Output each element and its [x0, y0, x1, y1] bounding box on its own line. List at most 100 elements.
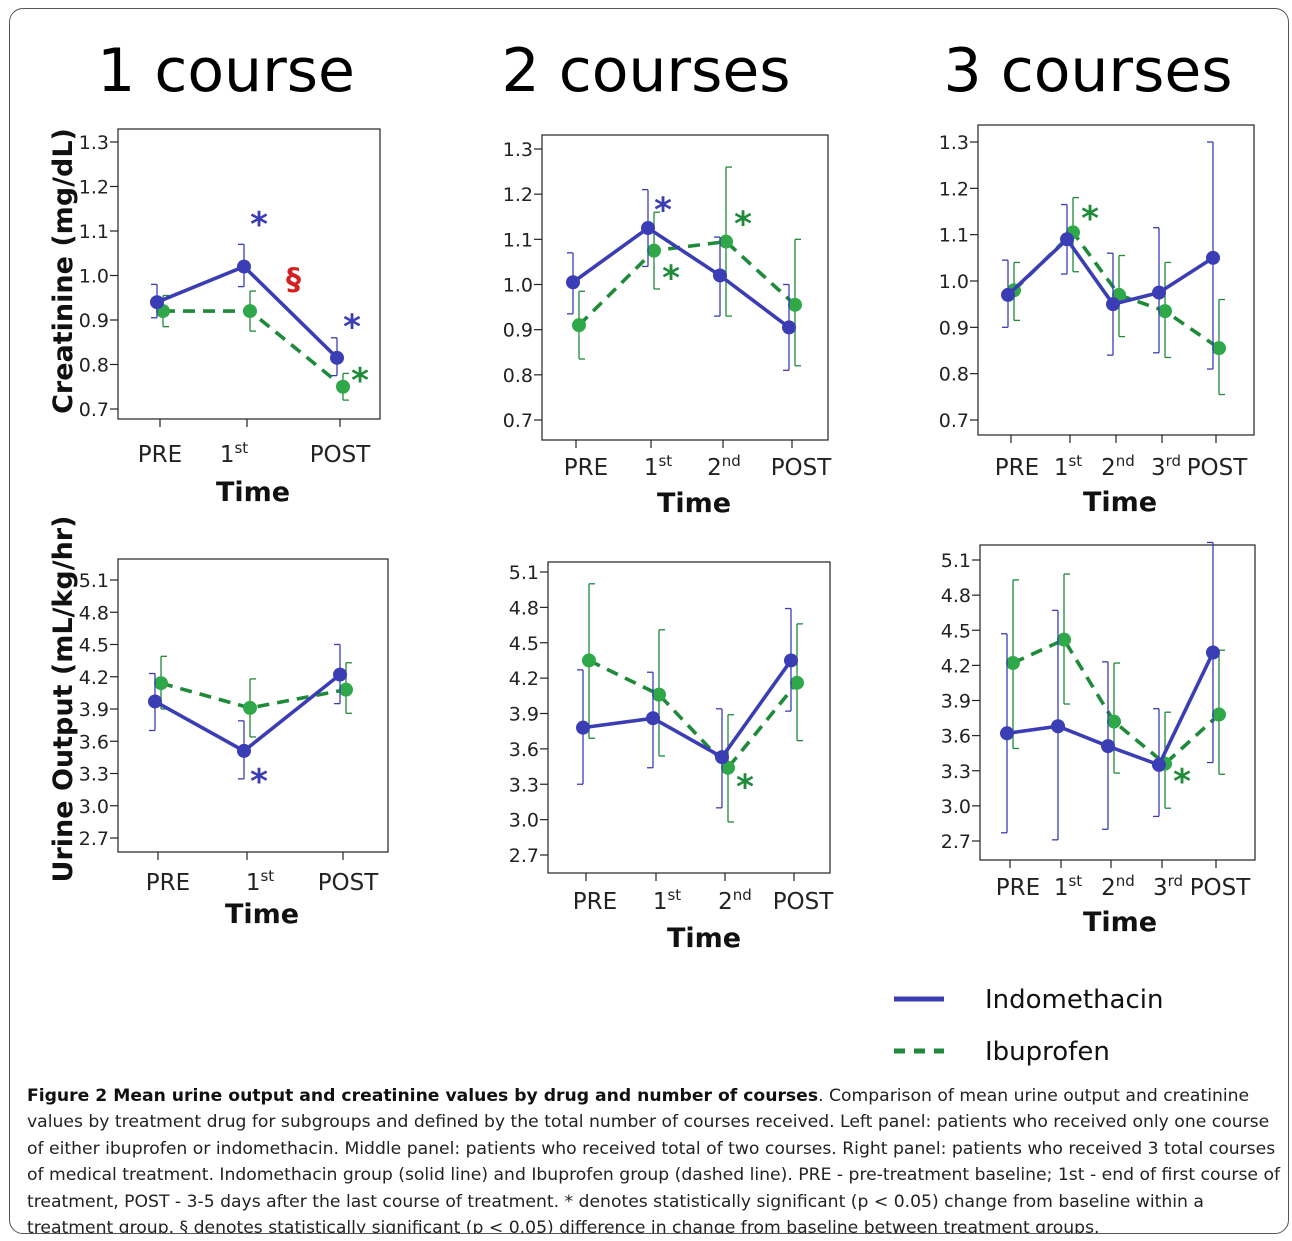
- y-tick-label: 3.3: [79, 764, 109, 786]
- data-point: [721, 760, 735, 775]
- series-line: [1012, 637, 1221, 767]
- y-tick-label: 4.2: [79, 667, 109, 689]
- data-point: [1101, 739, 1115, 754]
- caption-title: Figure 2 Mean urine output and creatinin…: [27, 1086, 819, 1106]
- data-point: [1001, 287, 1015, 302]
- series-indomethacin: [1000, 541, 1220, 841]
- figure-caption: Figure 2 Mean urine output and creatinin…: [27, 1083, 1281, 1233]
- data-point: [336, 379, 350, 394]
- column-title-1: 1 course: [97, 36, 355, 106]
- y-tick-label: 1.2: [79, 177, 109, 199]
- x-tick-label: 2nd: [707, 452, 741, 481]
- data-point: [1000, 726, 1014, 741]
- y-tick-label: 4.5: [509, 633, 539, 655]
- data-point: [1051, 719, 1065, 734]
- x-tick-label: POST: [1190, 875, 1252, 901]
- y-tick-label: 0.9: [79, 310, 109, 332]
- data-point: [790, 675, 804, 690]
- y-tick-label: 3.9: [79, 699, 109, 721]
- column-title-3: 3 courses: [943, 36, 1232, 106]
- y-tick-label: 1.3: [939, 132, 969, 154]
- data-point: [576, 720, 590, 735]
- series-ibuprofen: [582, 583, 804, 823]
- series-indomethacin: [566, 188, 796, 371]
- y-tick-label: 1.0: [939, 271, 969, 293]
- x-tick-label: 1st: [246, 867, 274, 896]
- series-line: [588, 658, 799, 771]
- y-tick-label: 1.0: [503, 275, 533, 297]
- y-tick-label: 4.8: [79, 602, 109, 624]
- data-point: [1006, 656, 1020, 671]
- series-line: [582, 659, 793, 760]
- y-tick-label: 0.9: [503, 320, 533, 342]
- y-tick-label: 1.2: [503, 184, 533, 206]
- x-tick-label: PRE: [138, 442, 182, 468]
- data-point: [330, 350, 344, 365]
- series-ibuprofen: [1007, 196, 1226, 396]
- panel-urine-3-courses: 5.1 4.8 4.5 4.2 3.9 3.6 3.3 3.0 2.7 PRE 1st 2nd 3rd P…: [941, 541, 1256, 938]
- series-line: [163, 309, 345, 389]
- y-tick-label: 3.6: [79, 731, 109, 753]
- legend-indomethacin-label: Indomethacin: [985, 985, 1163, 1015]
- data-point: [566, 275, 580, 290]
- y-tick-label: 1.2: [939, 178, 969, 200]
- x-tick-label: POST: [771, 455, 833, 481]
- figure-frame: 1 course 2 courses 3 courses Creatinine …: [9, 8, 1289, 1234]
- y-tick-label: 3.0: [509, 810, 539, 832]
- panel-creatinine-2-courses: 1.3 1.2 1.1 1.0 0.9 0.8 0.7 PRE 1st 2nd POST Time * *…: [503, 134, 833, 519]
- data-point: [715, 750, 729, 765]
- significance-asterisk: *: [1173, 762, 1191, 802]
- y-tick-label: 3.9: [941, 691, 971, 713]
- y-tick-label: 0.7: [79, 399, 109, 421]
- significance-asterisk: *: [1081, 199, 1099, 239]
- y-tick-label: 5.1: [509, 562, 539, 584]
- significance-asterisk: *: [343, 307, 361, 347]
- x-axis-title: Time: [667, 923, 741, 954]
- x-tick-label: PRE: [995, 455, 1039, 481]
- y-tick-label: 4.8: [941, 585, 971, 607]
- y-tick-label: 4.8: [509, 597, 539, 619]
- data-point: [784, 653, 798, 668]
- data-point: [1206, 250, 1220, 265]
- x-tick-label: 1st: [653, 886, 681, 915]
- y-tick-label: 3.0: [79, 796, 109, 818]
- x-tick-label: PRE: [564, 455, 608, 481]
- ylabel-urine-output: Urine Output (mL/kg/hr): [48, 516, 79, 883]
- data-point: [237, 259, 251, 274]
- y-tick-label: 4.2: [941, 655, 971, 677]
- y-tick-label: 0.8: [79, 355, 109, 377]
- data-point: [1158, 304, 1172, 319]
- y-tick-label: 3.3: [509, 774, 539, 796]
- x-axis-title: Time: [1083, 487, 1157, 518]
- y-tick-label: 4.5: [941, 620, 971, 642]
- y-tick-label: 0.8: [939, 364, 969, 386]
- y-tick-label: 0.9: [939, 317, 969, 339]
- y-tick-label: 1.3: [79, 132, 109, 154]
- y-tick-label: 2.7: [509, 845, 539, 867]
- x-tick-label: PRE: [996, 875, 1040, 901]
- data-point: [243, 304, 257, 319]
- y-tick-label: 3.0: [941, 796, 971, 818]
- x-tick-label: 2nd: [1101, 452, 1135, 481]
- data-point: [1206, 645, 1220, 660]
- y-tick-label: 0.7: [939, 410, 969, 432]
- panel-urine-2-courses: 5.1 4.8 4.5 4.2 3.9 3.6 3.3 3.0 2.7 PRE 1st 2nd POST…: [509, 561, 835, 954]
- x-tick-label: POST: [773, 889, 835, 915]
- significance-asterisk: *: [662, 258, 680, 298]
- y-tick-label: 1.3: [503, 139, 533, 161]
- data-point: [1152, 757, 1166, 772]
- series-indomethacin: [1001, 141, 1220, 370]
- column-title-2: 2 courses: [501, 36, 790, 106]
- plot-area: [117, 558, 389, 853]
- panel-urine-1-course: 5.1 4.8 4.5 4.2 3.9 3.6 3.3 3.0 2.7 PRE 1st POST Tim…: [79, 558, 389, 930]
- y-tick-label: 4.5: [79, 635, 109, 657]
- x-axis-title: Time: [216, 477, 290, 508]
- data-point: [1057, 632, 1071, 647]
- y-tick-label: 1.1: [939, 225, 969, 247]
- data-point: [1212, 707, 1226, 722]
- series-line: [577, 239, 797, 327]
- data-point: [1152, 285, 1166, 300]
- data-point: [1212, 341, 1226, 356]
- y-tick-label: 5.1: [79, 570, 109, 592]
